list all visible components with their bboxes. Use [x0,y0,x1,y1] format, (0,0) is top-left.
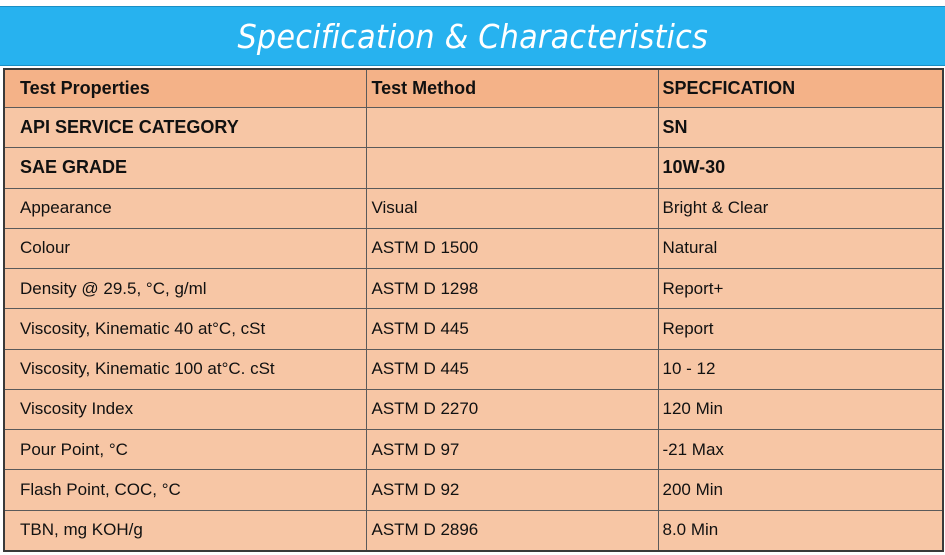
cell-method: ASTM D 2896 [365,509,659,552]
cell-spec: Report+ [657,268,944,310]
cell-spec: 8.0 Min [657,509,944,552]
table-row: TBN, mg KOH/g ASTM D 2896 8.0 Min [3,509,944,552]
cell-method: ASTM D 92 [365,469,659,511]
table-row: API SERVICE CATEGORY SN [3,106,944,149]
table-row: Colour ASTM D 1500 Natural [3,227,944,270]
cell-property: Viscosity Index [3,388,367,431]
cell-method: ASTM D 97 [365,429,659,471]
table-row: Flash Point, COC, °C ASTM D 92 200 Min [3,469,944,511]
cell-method: Visual [365,187,659,229]
cell-spec: 10 - 12 [657,348,944,390]
table-row: Appearance Visual Bright & Clear [3,187,944,229]
cell-method: ASTM D 445 [365,348,659,390]
cell-property: Appearance [3,187,367,229]
cell-spec: Bright & Clear [657,187,944,229]
cell-property: Colour [3,227,367,270]
table-row: Pour Point, °C ASTM D 97 -21 Max [3,429,944,471]
cell-method: ASTM D 1298 [365,268,659,310]
cell-property: Pour Point, °C [3,429,367,471]
table-row: SAE GRADE 10W-30 [3,147,944,189]
table-row: Density @ 29.5, °C, g/ml ASTM D 1298 Rep… [3,268,944,310]
cell-spec: -21 Max [657,429,944,471]
cell-spec: 10W-30 [657,147,944,189]
cell-method: ASTM D 2270 [365,388,659,431]
table-row: Viscosity Index ASTM D 2270 120 Min [3,388,944,431]
cell-method: ASTM D 445 [365,308,659,350]
specification-table: Test Properties Test Method SPECFICATION… [3,68,944,552]
cell-spec: 120 Min [657,388,944,431]
cell-property: Flash Point, COC, °C [3,469,367,511]
cell-method: ASTM D 1500 [365,227,659,270]
title-banner: Specification & Characteristics [0,6,945,66]
cell-spec: Report [657,308,944,350]
column-header-test-method: Test Method [365,68,659,108]
cell-property: TBN, mg KOH/g [3,509,367,552]
cell-spec: Natural [657,227,944,270]
cell-property: Viscosity, Kinematic 100 at°C. cSt [3,348,367,390]
table-row: Viscosity, Kinematic 40 at°C, cSt ASTM D… [3,308,944,350]
column-header-test-properties: Test Properties [3,68,367,108]
page-title: Specification & Characteristics [237,16,708,56]
cell-method [365,106,659,149]
cell-property: API SERVICE CATEGORY [3,106,367,149]
cell-property: Density @ 29.5, °C, g/ml [3,268,367,310]
cell-spec: SN [657,106,944,149]
table-row: Viscosity, Kinematic 100 at°C. cSt ASTM … [3,348,944,390]
table-header-row: Test Properties Test Method SPECFICATION [3,68,944,108]
cell-property: Viscosity, Kinematic 40 at°C, cSt [3,308,367,350]
cell-method [365,147,659,189]
column-header-specification: SPECFICATION [657,68,944,108]
cell-spec: 200 Min [657,469,944,511]
cell-property: SAE GRADE [3,147,367,189]
